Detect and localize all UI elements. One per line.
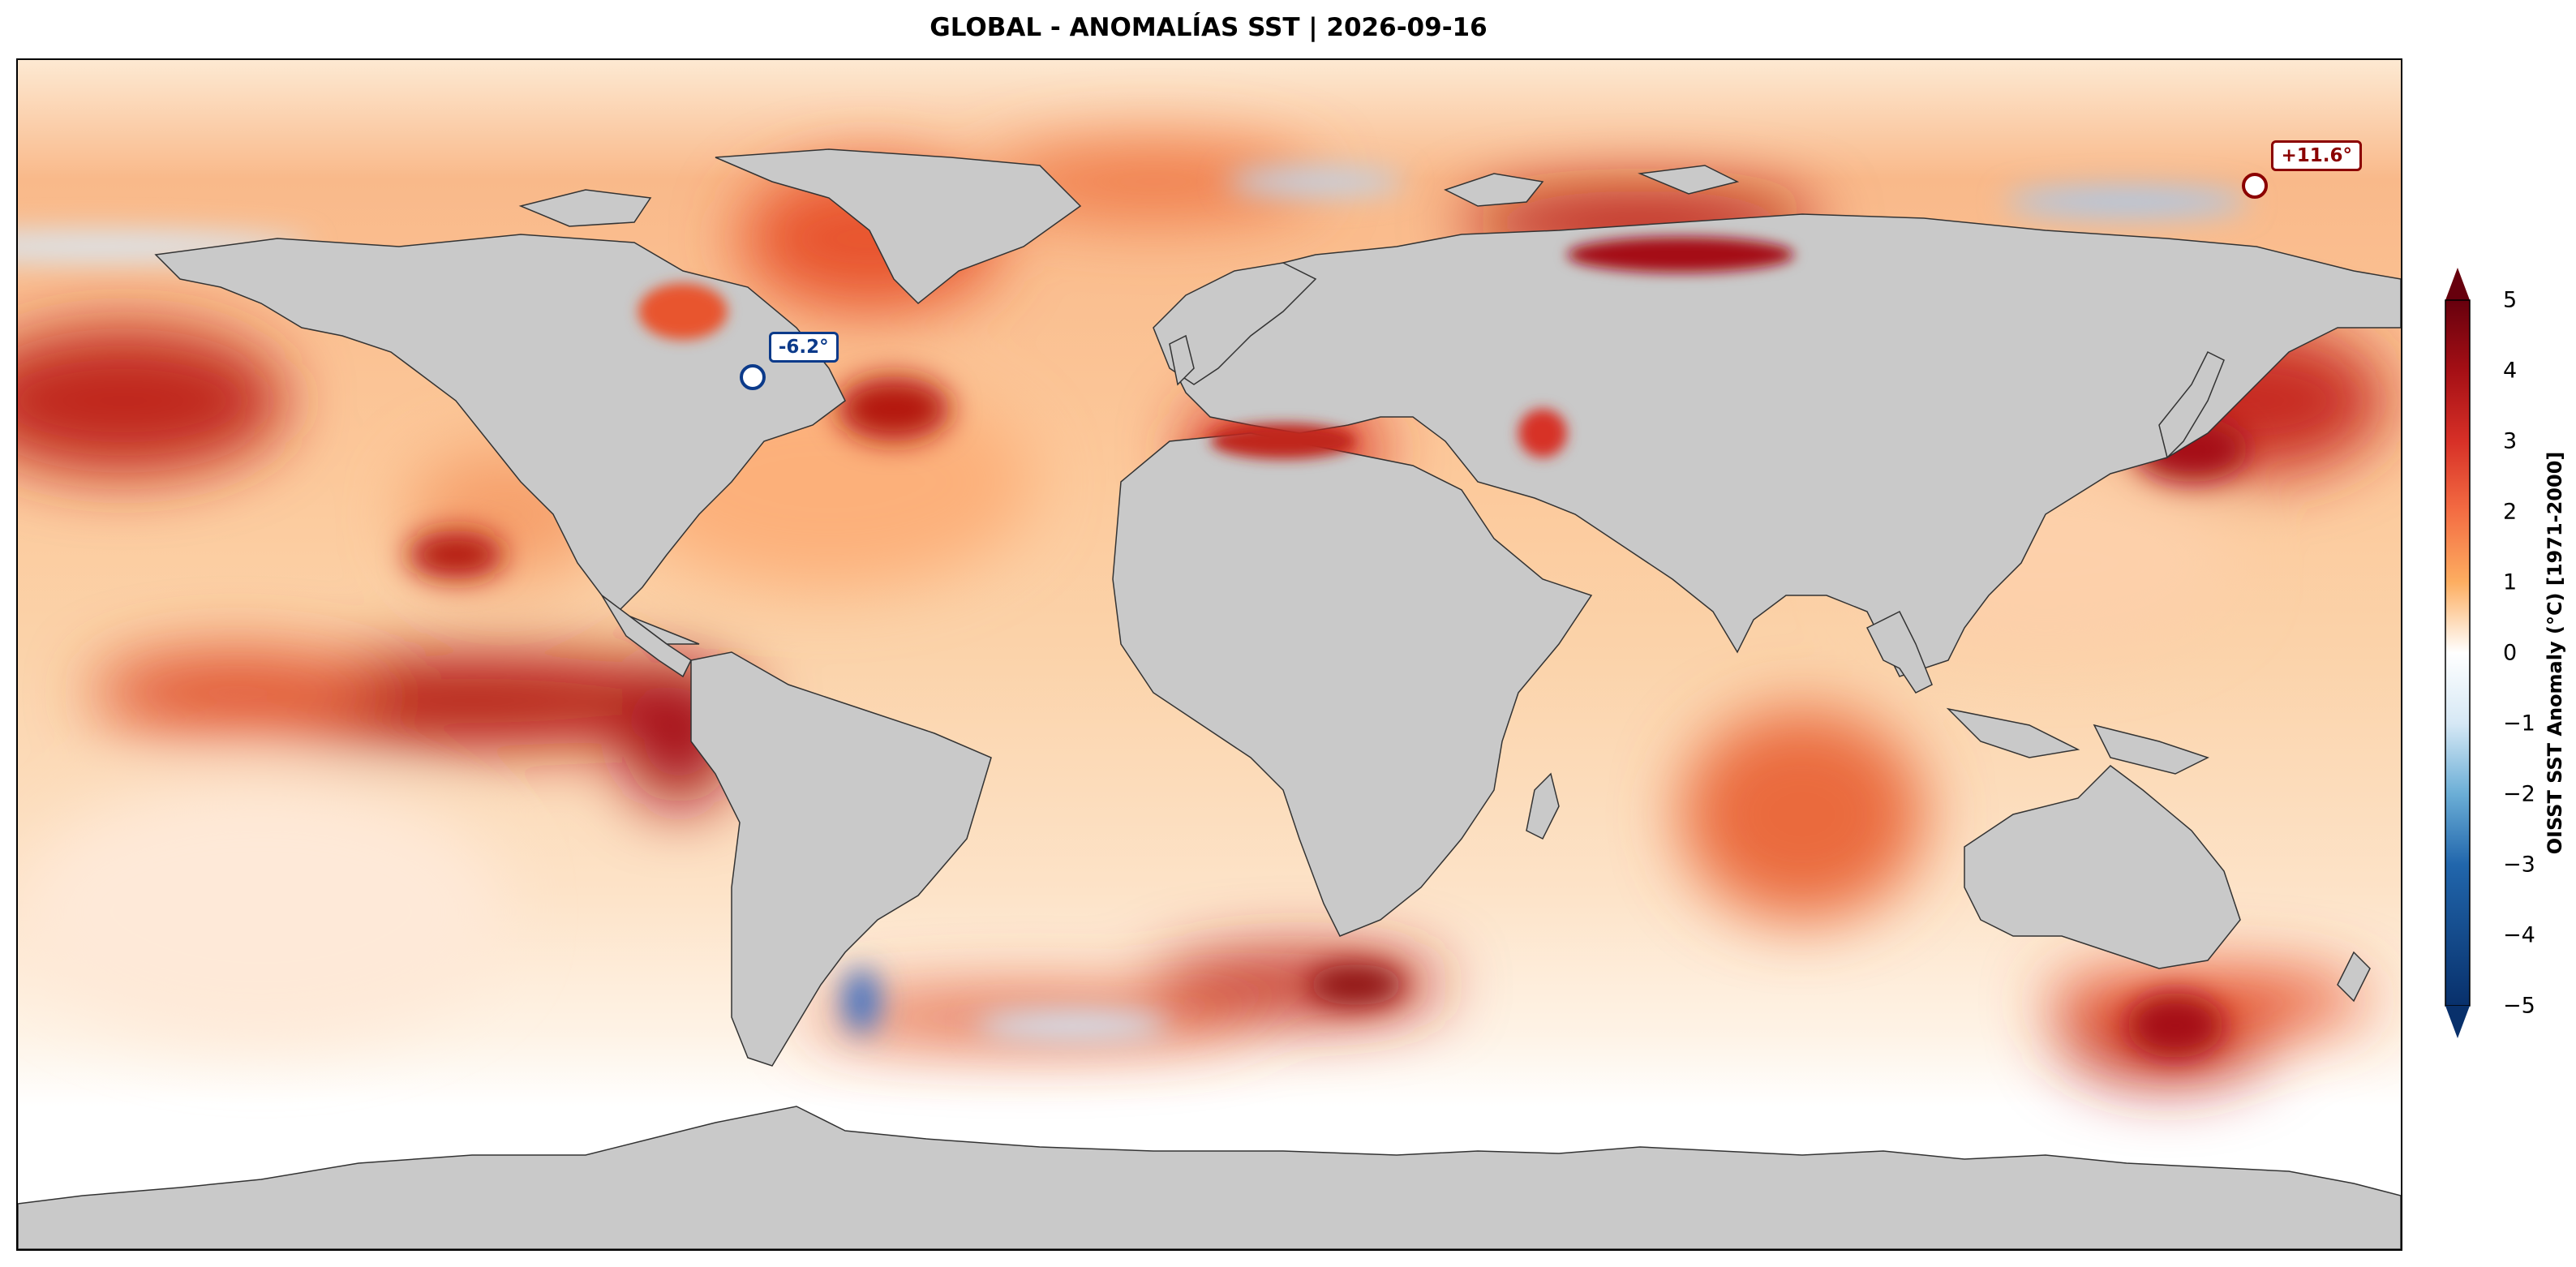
uk — [1169, 334, 1195, 386]
greenland — [715, 148, 1082, 305]
colorbar-min-arrow — [2445, 1006, 2470, 1038]
sst-anomaly-map — [16, 58, 2402, 1251]
colorbar-tick-label: −5 — [2503, 993, 2535, 1019]
max-anomaly-marker — [2242, 172, 2269, 199]
scandinavia — [1153, 262, 1317, 385]
madagascar — [1526, 772, 1560, 840]
coastal-anomalies — [638, 237, 1794, 459]
colorbar-max-arrow — [2445, 268, 2470, 300]
central-america — [601, 595, 692, 678]
colorbar — [2445, 268, 2471, 1038]
min-anomaly-marker — [739, 363, 766, 390]
eurasia — [1169, 213, 2401, 677]
map-canvas — [18, 60, 2401, 1249]
colorbar-tick-label: 4 — [2503, 358, 2518, 384]
min-anomaly-label: -6.2° — [768, 331, 839, 363]
colorbar-tick-label: −3 — [2503, 852, 2535, 878]
map-title: GLOBAL - ANOMALÍAS SST | 2026-09-16 — [930, 13, 1488, 42]
colorbar-tick-label: 1 — [2503, 569, 2518, 595]
arctic-islands — [518, 165, 1740, 227]
colorbar-gradient — [2445, 299, 2471, 1007]
land-layer — [18, 148, 2401, 1249]
colorbar-tick-label: −1 — [2503, 711, 2535, 737]
colorbar-tick-label: 0 — [2503, 640, 2518, 666]
japan — [2158, 350, 2225, 459]
colorbar-label: OISST SST Anomaly (°C) [1971-2000] — [2544, 451, 2566, 855]
africa — [1112, 432, 1593, 937]
max-anomaly-label: +11.6° — [2271, 140, 2362, 171]
south-america — [690, 651, 992, 1067]
colorbar-tick-label: 3 — [2503, 428, 2518, 454]
colorbar-tick-label: −2 — [2503, 781, 2535, 807]
colorbar-tick-label: −4 — [2503, 922, 2535, 948]
new-zealand — [2337, 951, 2371, 1003]
australia — [1964, 765, 2241, 969]
colorbar-tick-label: 5 — [2503, 287, 2518, 313]
colorbar-tick-label: 2 — [2503, 499, 2518, 525]
southeast-asia — [1865, 610, 2209, 775]
antarctica — [18, 1106, 2401, 1249]
